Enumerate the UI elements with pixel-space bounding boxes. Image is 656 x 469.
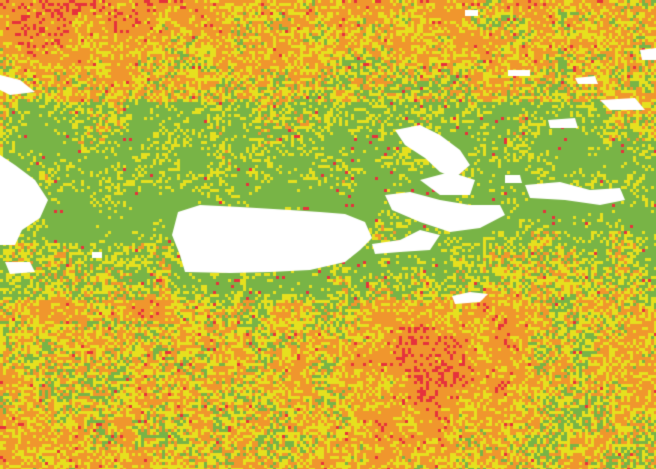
raster-map [0, 0, 656, 469]
raster-canvas [0, 0, 656, 469]
